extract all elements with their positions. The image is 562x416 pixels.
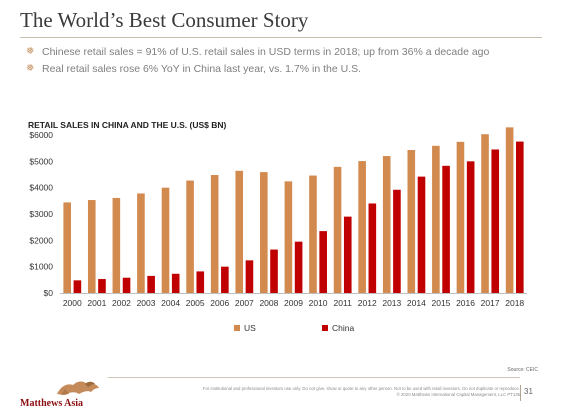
bar-china-2003 xyxy=(147,275,155,293)
bar-us-2003 xyxy=(137,193,145,293)
bar-china-2017 xyxy=(491,149,500,293)
bar-us-2009 xyxy=(284,181,293,293)
bar-us-2005 xyxy=(186,180,194,293)
x-tick-label: 2017 xyxy=(481,298,500,308)
x-tick-label: 2013 xyxy=(382,298,401,308)
x-tick-label: 2000 xyxy=(63,298,82,308)
bar-us-2004 xyxy=(161,187,170,293)
bar-china-2010 xyxy=(319,231,327,293)
bullet-item: ❅ Real retail sales rose 6% YoY in China… xyxy=(26,60,489,77)
bar-us-2016 xyxy=(456,141,465,293)
copyright-line: © 2020 Matthews International Capital Ma… xyxy=(396,392,520,397)
y-tick-label: $0 xyxy=(44,288,54,298)
x-tick-label: 2018 xyxy=(505,298,524,308)
title-divider xyxy=(20,37,542,38)
bar-us-2011 xyxy=(333,166,342,293)
bar-china-2012 xyxy=(368,203,377,293)
snowflake-bullet-icon: ❅ xyxy=(26,46,35,57)
x-tick-label: 2010 xyxy=(309,298,328,308)
bar-china-2009 xyxy=(294,241,303,293)
snowflake-bullet-icon: ❅ xyxy=(26,63,35,74)
chart-title: RETAIL SALES IN CHINA AND THE U.S. (US$ … xyxy=(28,120,227,130)
bar-china-2011 xyxy=(343,216,352,293)
y-tick-label: $3000 xyxy=(29,209,53,219)
bar-china-2006 xyxy=(221,266,229,293)
bar-china-2000 xyxy=(73,280,82,293)
bar-us-2010 xyxy=(309,175,317,293)
legend-label-us: US xyxy=(244,323,256,333)
y-tick-label: $5000 xyxy=(29,156,53,166)
page-number: 31 xyxy=(524,387,533,396)
bar-china-2002 xyxy=(122,277,131,293)
bullet-item: ❅ Chinese retail sales = 91% of U.S. ret… xyxy=(26,43,489,60)
y-tick-label: $4000 xyxy=(29,183,53,193)
bar-us-2013 xyxy=(382,156,391,293)
disclaimer: For institutional and professional inves… xyxy=(120,386,520,398)
legend-label-china: China xyxy=(332,323,354,333)
x-tick-label: 2007 xyxy=(235,298,254,308)
bar-china-2007 xyxy=(245,260,254,293)
x-tick-label: 2014 xyxy=(407,298,426,308)
x-tick-label: 2003 xyxy=(137,298,156,308)
bar-china-2013 xyxy=(393,189,401,293)
bar-china-2004 xyxy=(171,273,180,293)
y-tick-label: $6000 xyxy=(29,130,53,140)
bar-us-2007 xyxy=(235,170,244,293)
footer-divider xyxy=(108,377,520,378)
x-tick-label: 2006 xyxy=(210,298,229,308)
bullet-text: Chinese retail sales = 91% of U.S. retai… xyxy=(42,45,490,58)
lion-logo-icon xyxy=(57,381,99,395)
page-number-divider xyxy=(520,385,521,401)
legend-swatch-us xyxy=(234,325,240,331)
source-note: Source: CEIC xyxy=(507,367,538,373)
disclaimer-line: For institutional and professional inves… xyxy=(202,386,520,391)
bar-us-2017 xyxy=(481,134,489,293)
bar-us-2001 xyxy=(87,200,96,293)
x-tick-label: 2009 xyxy=(284,298,303,308)
bar-china-2005 xyxy=(196,271,205,293)
bar-us-2014 xyxy=(407,150,416,293)
bar-china-2018 xyxy=(516,141,524,293)
legend-swatch-china xyxy=(322,325,328,331)
bar-china-2001 xyxy=(98,279,106,293)
bar-us-2008 xyxy=(260,172,268,293)
logo-text: Matthews Asia xyxy=(20,398,84,409)
bar-china-2016 xyxy=(466,161,475,293)
bar-china-2014 xyxy=(417,176,426,293)
bar-us-2015 xyxy=(432,145,440,293)
y-tick-label: $2000 xyxy=(29,235,53,245)
bar-china-2015 xyxy=(442,165,450,293)
y-tick-label: $1000 xyxy=(29,262,53,272)
x-tick-label: 2011 xyxy=(334,298,353,308)
x-tick-label: 2002 xyxy=(112,298,131,308)
bar-us-2012 xyxy=(358,161,366,293)
bar-us-2018 xyxy=(505,127,514,293)
x-tick-label: 2005 xyxy=(186,298,205,308)
x-tick-label: 2015 xyxy=(432,298,451,308)
bar-us-2002 xyxy=(112,197,121,293)
bar-china-2008 xyxy=(270,249,278,293)
bullet-text: Real retail sales rose 6% YoY in China l… xyxy=(42,62,362,75)
bar-us-2000 xyxy=(63,202,71,293)
bar-us-2006 xyxy=(210,175,219,293)
x-tick-label: 2004 xyxy=(161,298,180,308)
x-tick-label: 2001 xyxy=(87,298,106,308)
x-tick-label: 2012 xyxy=(358,298,377,308)
slide-title: The World’s Best Consumer Story xyxy=(20,8,309,32)
x-tick-label: 2008 xyxy=(259,298,278,308)
bullet-list: ❅ Chinese retail sales = 91% of U.S. ret… xyxy=(26,43,489,77)
x-tick-label: 2016 xyxy=(456,298,475,308)
